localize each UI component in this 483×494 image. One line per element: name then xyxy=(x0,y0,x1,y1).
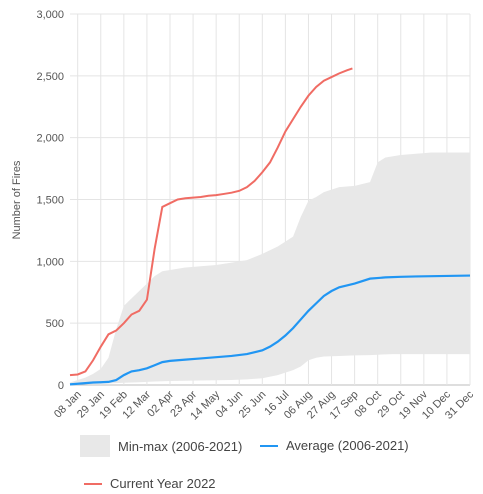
legend-label-average: Average (2006-2021) xyxy=(286,438,409,453)
current-year-swatch xyxy=(84,482,102,485)
y-tick-label: 500 xyxy=(46,318,64,330)
y-tick-label: 2,000 xyxy=(36,133,64,145)
y-tick-label: 3,000 xyxy=(36,9,64,21)
y-tick-label: 1,500 xyxy=(36,195,64,207)
min-max-swatch xyxy=(80,435,110,457)
min-max-band xyxy=(70,152,470,385)
y-tick-label: 2,500 xyxy=(36,71,64,83)
legend-item-average: Average (2006-2021) xyxy=(260,438,409,453)
average-line xyxy=(69,274,471,386)
y-tick-label: 0 xyxy=(58,380,64,392)
current-year-line xyxy=(69,67,353,377)
legend-item-current-year: Current Year 2022 xyxy=(84,476,216,491)
legend-item-min-max: Min-max (2006-2021) xyxy=(80,435,242,457)
legend-label-current-year: Current Year 2022 xyxy=(110,476,216,491)
y-axis-label: Number of Fires xyxy=(11,160,23,239)
average-swatch xyxy=(260,444,278,447)
legend-label-min-max: Min-max (2006-2021) xyxy=(118,438,243,454)
y-tick-label: 1,000 xyxy=(36,256,64,268)
y-axis-ticks: 0 500 1,000 1,500 2,000 2,500 3,000 xyxy=(36,9,64,392)
